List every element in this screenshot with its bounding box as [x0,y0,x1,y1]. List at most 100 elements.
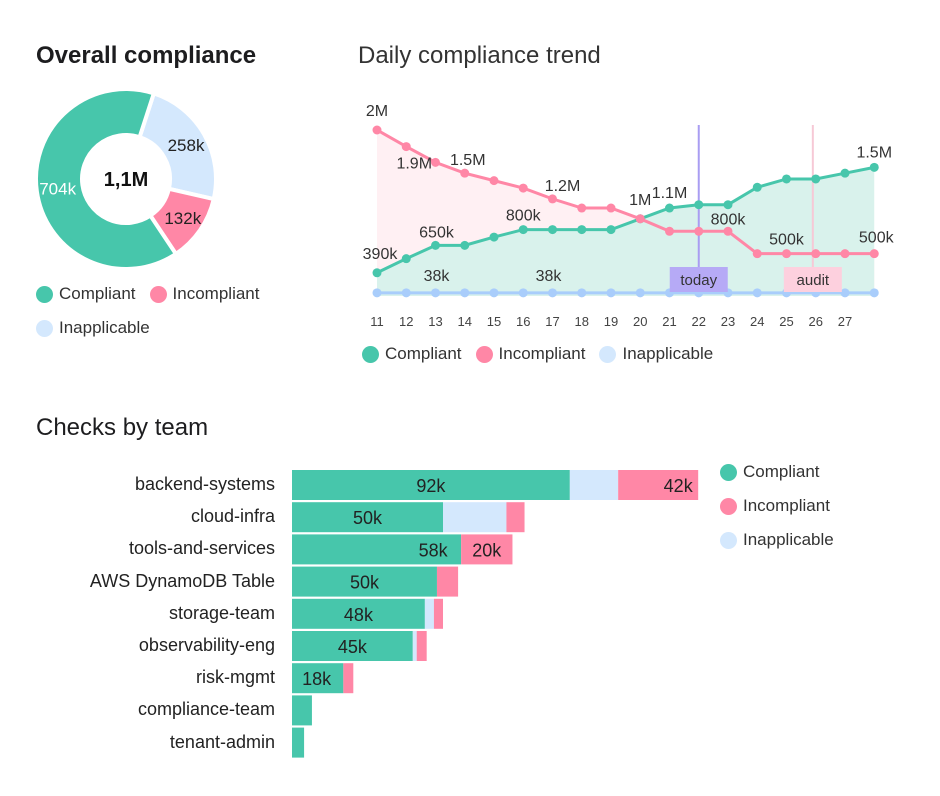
point-inapplicable [372,288,382,298]
point-inapplicable [460,288,470,298]
team-bar-chart: 92k 42k 50k 58k 20k 50k 48k 45k 18k [292,470,699,758]
data-label: 1.2M [545,178,581,195]
point-incompliant [489,176,499,186]
x-tick-label: 12 [399,314,413,329]
legend-compliant[interactable]: Compliant [36,284,136,304]
data-label: 2M [366,103,388,120]
point-incompliant [431,157,440,167]
bar-segment-compliant [292,598,425,629]
point-inapplicable [431,288,440,298]
legend-compliant[interactable]: Compliant [362,344,462,364]
point-incompliant [635,214,645,224]
bar-value-label: 45k [338,637,368,657]
data-label: 38k [424,268,451,285]
bar-segment-inapplicable [424,598,434,629]
legend-label: Incompliant [743,496,830,515]
legend-label: Inapplicable [59,318,150,337]
point-incompliant [840,249,850,259]
bar-value-label: 50k [350,573,380,593]
data-label: 1.9M [396,156,432,173]
point-compliant [665,203,674,213]
bar-segment-compliant [292,631,413,661]
incompliant-dot-icon [149,285,167,303]
data-label: 1.1M [652,185,688,202]
point-incompliant [723,226,733,236]
data-label: 1M [629,192,651,209]
point-incompliant [518,183,528,193]
data-label: 38k [536,268,563,285]
team-label: storage-team [168,602,275,623]
point-incompliant [372,125,382,135]
bar-segment-incompliant [436,566,459,597]
x-tick-label: 24 [750,314,764,329]
x-tick-label: 26 [809,314,823,329]
legend-incompliant[interactable]: Incompliant [475,344,585,364]
x-tick-label: 18 [575,314,589,329]
donut-chart: 258k 132k 704k 1,1M [34,87,218,271]
point-incompliant [665,226,674,236]
bar-legend: Compliant Incompliant Inapplicable [720,462,834,550]
bar-segment-compliant [292,695,312,726]
x-tick-label: 19 [604,314,618,329]
bar-segment-incompliant [618,470,699,500]
bar-segment-compliant [292,502,443,533]
donut-slice-compliant [34,87,179,271]
marker-label-audit: audit [797,272,830,289]
bar-value-label: 18k [302,669,332,689]
legend-incompliant[interactable]: Incompliant [149,284,259,304]
line-incompliant [376,128,875,256]
bar-value-label: 20k [472,540,502,560]
point-inapplicable [401,288,411,298]
point-compliant [752,182,762,192]
legend-inapplicable[interactable]: Inapplicable [36,318,150,338]
x-tick-label: 21 [662,314,676,329]
point-incompliant [401,142,411,152]
data-label: 500k [859,230,895,247]
point-incompliant [577,203,587,213]
point-inapplicable [548,288,557,298]
point-compliant [782,174,791,184]
point-compliant [577,225,587,235]
point-incompliant [694,226,704,236]
legend-incompliant[interactable]: Incompliant [720,496,830,516]
bar-segment-inapplicable [412,631,417,661]
x-tick-label: 17 [545,314,559,329]
overall-compliance-title: Overall compliance [36,42,257,69]
point-compliant [606,225,616,235]
point-inapplicable [606,288,616,298]
point-incompliant [606,203,616,213]
inapplicable-dot-icon [720,531,737,549]
donut-center-label: 1,1M [104,169,148,191]
incompliant-dot-icon [475,345,493,363]
point-compliant [869,162,879,172]
point-compliant [811,174,821,184]
x-tick-label: 23 [721,314,735,329]
team-label: compliance-team [137,699,275,720]
point-incompliant [752,249,762,259]
line-compliant [376,165,875,275]
team-label: AWS DynamoDB Table [89,570,275,591]
donut-slice-label: 704k [39,179,76,198]
point-compliant [489,232,499,242]
point-compliant [840,168,850,178]
legend-compliant[interactable]: Compliant [720,462,820,482]
incompliant-dot-icon [720,497,737,515]
bar-segment-inapplicable [443,502,507,533]
data-label: 1.5M [450,152,486,169]
point-incompliant [782,249,791,259]
point-incompliant [548,194,557,204]
legend-inapplicable[interactable]: Inapplicable [599,344,713,364]
inapplicable-dot-icon [599,345,617,363]
trend-legend: Compliant Incompliant Inapplicable [362,344,713,364]
data-label: 650k [419,224,455,241]
trend-chart: today audit 11 12 13 14 15 16 17 18 19 20 21 22 23 24 25… [363,103,895,329]
donut-legend: Compliant Incompliant Inapplicable [36,284,296,338]
bar-segment-incompliant [416,631,427,661]
point-compliant [372,268,382,278]
bar-segment-incompliant [433,598,443,629]
marker-tag-today [669,267,728,292]
point-compliant [460,240,470,250]
legend-inapplicable[interactable]: Inapplicable [720,530,834,550]
bar-segment-incompliant [506,502,525,533]
